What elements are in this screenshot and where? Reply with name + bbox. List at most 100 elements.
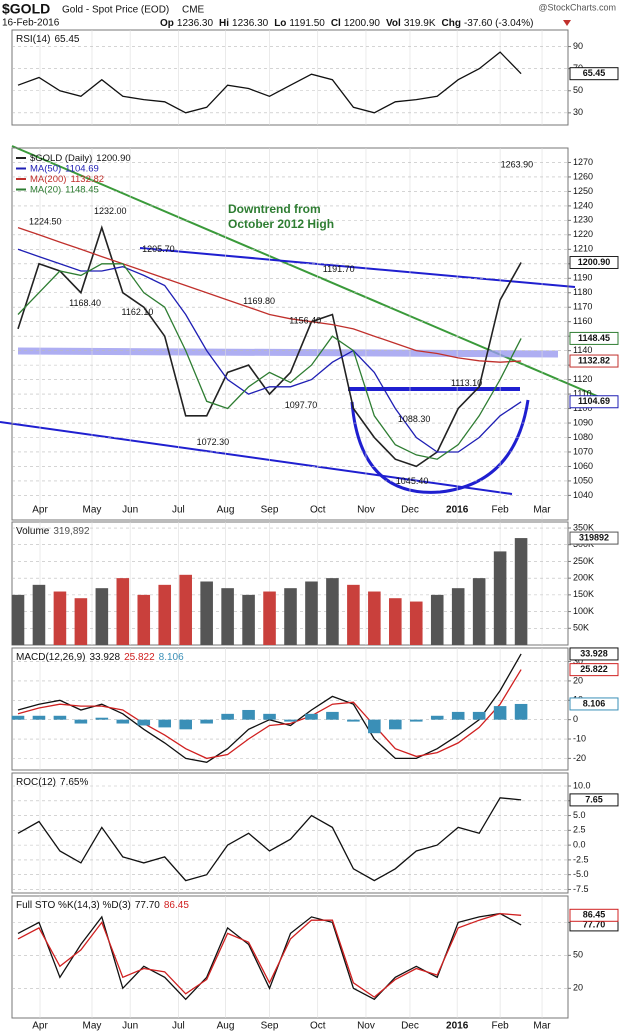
price-label: 1232.00: [94, 206, 127, 216]
price-label: 1045.40: [396, 476, 429, 486]
histogram-bar: [347, 719, 360, 722]
value-tag: [569, 395, 619, 409]
x-tick-label: Sep: [261, 1021, 279, 1032]
volume-bar: [137, 594, 151, 645]
price-label: 1191.70: [323, 264, 355, 274]
legend-value: 1200.90: [96, 153, 130, 164]
value-tag: [569, 67, 619, 81]
y-tick-label: 50: [573, 950, 583, 960]
volume-bar: [179, 574, 192, 645]
x-tick-label: Apr: [32, 1021, 48, 1032]
x-tick-label: 2016: [446, 505, 469, 516]
x-tick-label: Jun: [122, 505, 138, 516]
series-line: [17, 51, 522, 114]
legend-value: 8.106: [159, 652, 184, 663]
y-tick-label: 100K: [573, 606, 594, 616]
price-label: 1205.70: [142, 244, 175, 254]
value-tag: [569, 793, 619, 807]
stat-value: 1200.90: [344, 18, 381, 29]
symbol: $GOLD: [2, 1, 50, 17]
support-band: [17, 347, 559, 358]
histogram-bar: [179, 719, 192, 730]
x-tick-label: Jul: [172, 505, 185, 516]
legend-name: MA(50): [30, 163, 61, 174]
value-tag: [569, 531, 619, 545]
histogram-bar: [158, 719, 172, 728]
volume-bar: [430, 594, 444, 645]
histogram-bar: [514, 703, 528, 720]
series-line: [17, 912, 522, 998]
x-tick-label: Apr: [32, 505, 48, 516]
stat-value: 1236.30: [232, 18, 269, 29]
y-tick-label: 1160: [573, 316, 592, 326]
panel-frame: [11, 147, 569, 521]
x-tick-label: May: [83, 1021, 102, 1032]
x-tick-label: Dec: [401, 1021, 419, 1032]
y-tick-label: 1080: [573, 432, 593, 442]
y-tick-label: -2.5: [573, 854, 589, 864]
volume-bar: [74, 598, 88, 645]
panel-frame: [11, 895, 569, 1019]
panel-frame: [11, 772, 569, 894]
histogram-bar: [95, 717, 109, 720]
x-tick-label: May: [83, 505, 102, 516]
y-tick-label: 1070: [573, 446, 593, 456]
volume-bar: [11, 594, 25, 645]
x-tick-label: Dec: [401, 505, 419, 516]
histogram-bar: [263, 713, 276, 720]
series-line: [17, 653, 522, 763]
legend-name: MA(200): [30, 174, 66, 185]
legend-value: 25.822: [124, 652, 155, 663]
value-tag-label: 33.928: [580, 648, 608, 658]
series-line: [17, 248, 522, 453]
y-tick-label: 50K: [573, 623, 589, 633]
value-tag: [569, 663, 619, 677]
volume-bar: [305, 581, 318, 645]
stat-label: Chg: [442, 18, 461, 29]
legend-value: 1132.82: [70, 174, 104, 185]
value-tag-label: 1200.90: [578, 257, 611, 267]
panel-title: MACD(12,26,9): [16, 652, 85, 663]
series-line: [17, 669, 522, 760]
legend-value: 65.45: [54, 34, 79, 45]
y-tick-label: 1250: [573, 186, 593, 196]
volume-bar: [263, 591, 276, 645]
volume-bar: [284, 588, 297, 645]
volume-bar: [451, 588, 465, 645]
y-tick-label: -20: [573, 753, 586, 763]
panel-frame: [11, 647, 569, 771]
y-tick-label: 1040: [573, 490, 593, 500]
price-label: 1168.40: [69, 298, 101, 308]
series-line: [17, 226, 522, 363]
legend-entry: MA(200) 1132.82: [30, 174, 104, 185]
volume-bar: [472, 578, 486, 645]
x-tick-label: Jun: [122, 1021, 138, 1032]
value-tag: [569, 908, 619, 922]
stat-value: -37.60 (-3.04%): [464, 18, 533, 29]
histogram-bar: [32, 715, 46, 720]
volume-bar: [53, 591, 67, 645]
histogram-bar: [11, 715, 25, 720]
panel-frame: [11, 29, 569, 126]
x-tick-label: Aug: [217, 505, 235, 516]
histogram-bar: [368, 719, 381, 734]
y-tick-label: 90: [573, 41, 583, 51]
x-tick-label: Jul: [172, 1021, 185, 1032]
volume-bar: [221, 588, 234, 645]
y-tick-label: 1170: [573, 302, 592, 312]
value-tag: [569, 354, 619, 368]
histogram-bar: [409, 719, 423, 722]
legend-value: 319,892: [53, 526, 90, 537]
price-label: 1162.10: [122, 307, 154, 317]
y-tick-label: 1090: [573, 417, 593, 427]
value-tag-label: 7.65: [585, 794, 603, 804]
x-tick-label: Oct: [310, 505, 326, 516]
value-tag: [569, 697, 619, 711]
down-arrow: [563, 20, 571, 26]
volume-bar: [514, 538, 528, 645]
price-label: 1113.10: [451, 378, 482, 388]
x-tick-label: Nov: [357, 505, 375, 516]
legend-name: MA(20): [30, 184, 61, 195]
value-tag-label: 319892: [579, 532, 609, 542]
